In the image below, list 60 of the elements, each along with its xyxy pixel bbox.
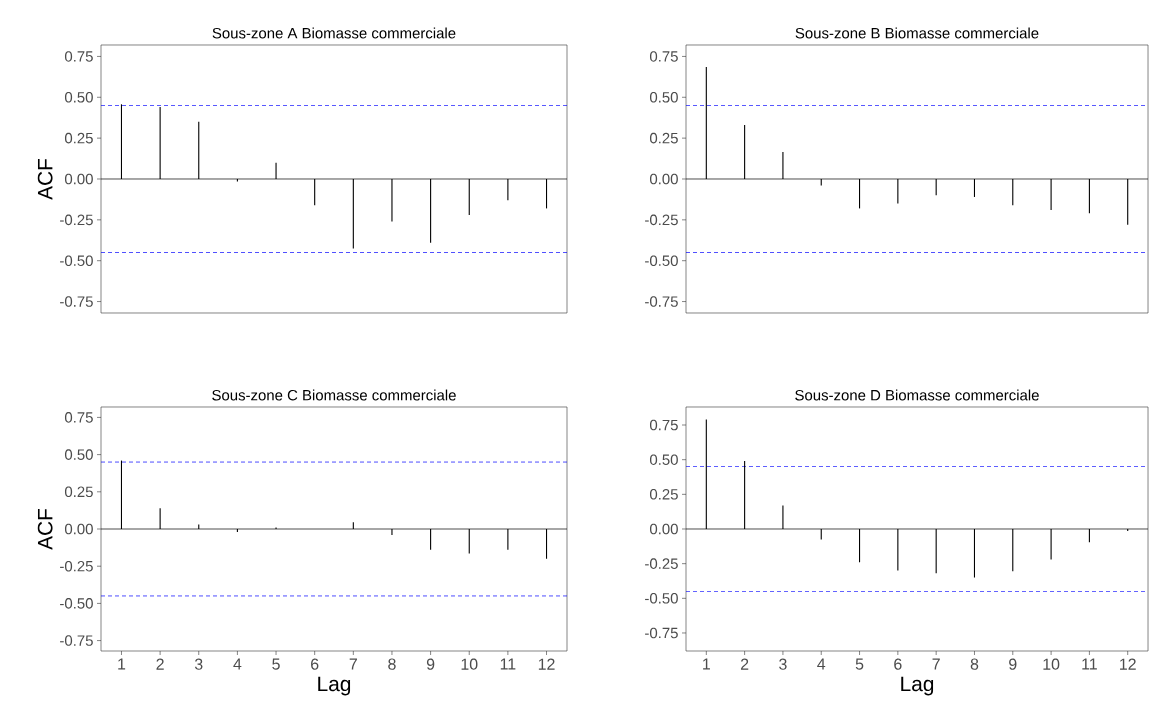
y-axis-title: ACF — [37, 158, 53, 200]
y-tick-label: 0.00 — [64, 523, 93, 535]
y-tick-label: 0.50 — [649, 454, 678, 465]
chart-title: Sous-zone D Biomasse commerciale — [795, 389, 1039, 401]
x-tick-label: 2 — [740, 658, 749, 670]
chart-title: Sous-zone C Biomasse commerciale — [212, 389, 456, 401]
y-tick-label: -0.25 — [60, 214, 93, 226]
x-tick-label: 8 — [388, 658, 396, 670]
y-tick-label: 0.75 — [649, 419, 678, 431]
x-tick-label: 4 — [817, 658, 826, 670]
x-tick-label: 9 — [426, 658, 435, 670]
y-axis-title: ACF — [37, 508, 53, 550]
y-tick-label: -0.75 — [60, 296, 93, 307]
y-tick-label: -0.50 — [60, 598, 93, 609]
y-tick-label: 0.00 — [64, 173, 93, 185]
x-tick-label: 7 — [349, 658, 357, 670]
x-tick-label: 7 — [932, 658, 940, 670]
y-tick-label: 0.50 — [649, 91, 678, 103]
x-tick-label: 9 — [1009, 658, 1017, 670]
y-tick-label: -0.75 — [645, 296, 678, 307]
x-tick-label: 8 — [970, 658, 979, 670]
y-tick-label: -0.25 — [645, 558, 678, 569]
x-tick-label: 1 — [118, 658, 126, 670]
x-tick-label: 12 — [1120, 658, 1136, 670]
y-tick-label: -0.25 — [60, 560, 93, 572]
x-tick-label: 5 — [855, 658, 864, 670]
x-tick-label: 3 — [779, 658, 787, 670]
x-tick-label: 6 — [894, 658, 902, 670]
y-tick-label: 0.25 — [64, 486, 93, 498]
x-tick-label: 2 — [156, 658, 164, 670]
y-tick-label: -0.25 — [645, 214, 678, 226]
y-tick-label: 0.50 — [64, 449, 93, 460]
x-axis-title: Lag — [318, 676, 351, 696]
x-axis-title: Lag — [901, 676, 934, 696]
x-tick-label: 11 — [500, 658, 516, 670]
y-tick-label: 0.25 — [649, 132, 678, 144]
x-tick-label: 11 — [1082, 658, 1097, 670]
y-tick-label: -0.75 — [60, 635, 93, 646]
y-tick-label: 0.75 — [649, 51, 678, 62]
x-tick-label: 5 — [272, 658, 280, 670]
y-tick-label: -0.75 — [645, 627, 678, 639]
chart-title: Sous-zone B Biomasse commerciale — [795, 27, 1039, 39]
x-tick-label: 4 — [233, 658, 242, 670]
y-tick-label: -0.50 — [645, 255, 678, 266]
y-tick-label: 0.75 — [64, 51, 93, 62]
chart-title: Sous-zone A Biomasse commerciale — [212, 27, 456, 39]
y-tick-label: 0.50 — [64, 91, 93, 103]
x-tick-label: 6 — [311, 658, 319, 670]
y-tick-label: 0.25 — [649, 489, 678, 500]
x-tick-label: 3 — [194, 658, 203, 670]
y-tick-label: 0.00 — [649, 173, 678, 185]
x-tick-label: 10 — [1043, 658, 1060, 670]
y-tick-label: -0.50 — [645, 593, 678, 604]
y-tick-label: -0.50 — [60, 255, 93, 266]
y-tick-label: 0.75 — [64, 412, 93, 423]
y-tick-label: 0.25 — [64, 132, 93, 144]
x-tick-label: 10 — [461, 658, 478, 670]
y-tick-label: 0.00 — [649, 523, 678, 535]
x-tick-label: 12 — [538, 658, 555, 670]
x-tick-label: 1 — [703, 658, 710, 670]
